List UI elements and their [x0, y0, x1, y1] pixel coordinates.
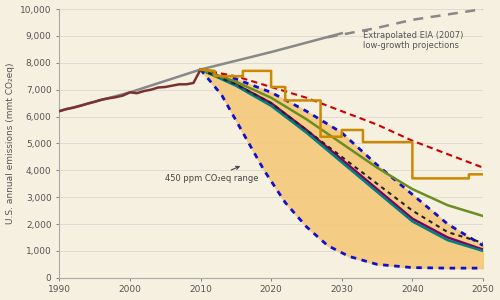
Text: Extrapolated EIA (2007)
low-growth projections: Extrapolated EIA (2007) low-growth proje… [363, 31, 464, 50]
Y-axis label: U.S. annual emissions (mmt CO₂eq): U.S. annual emissions (mmt CO₂eq) [6, 63, 15, 224]
Text: 450 ppm CO₂eq range: 450 ppm CO₂eq range [165, 166, 258, 183]
